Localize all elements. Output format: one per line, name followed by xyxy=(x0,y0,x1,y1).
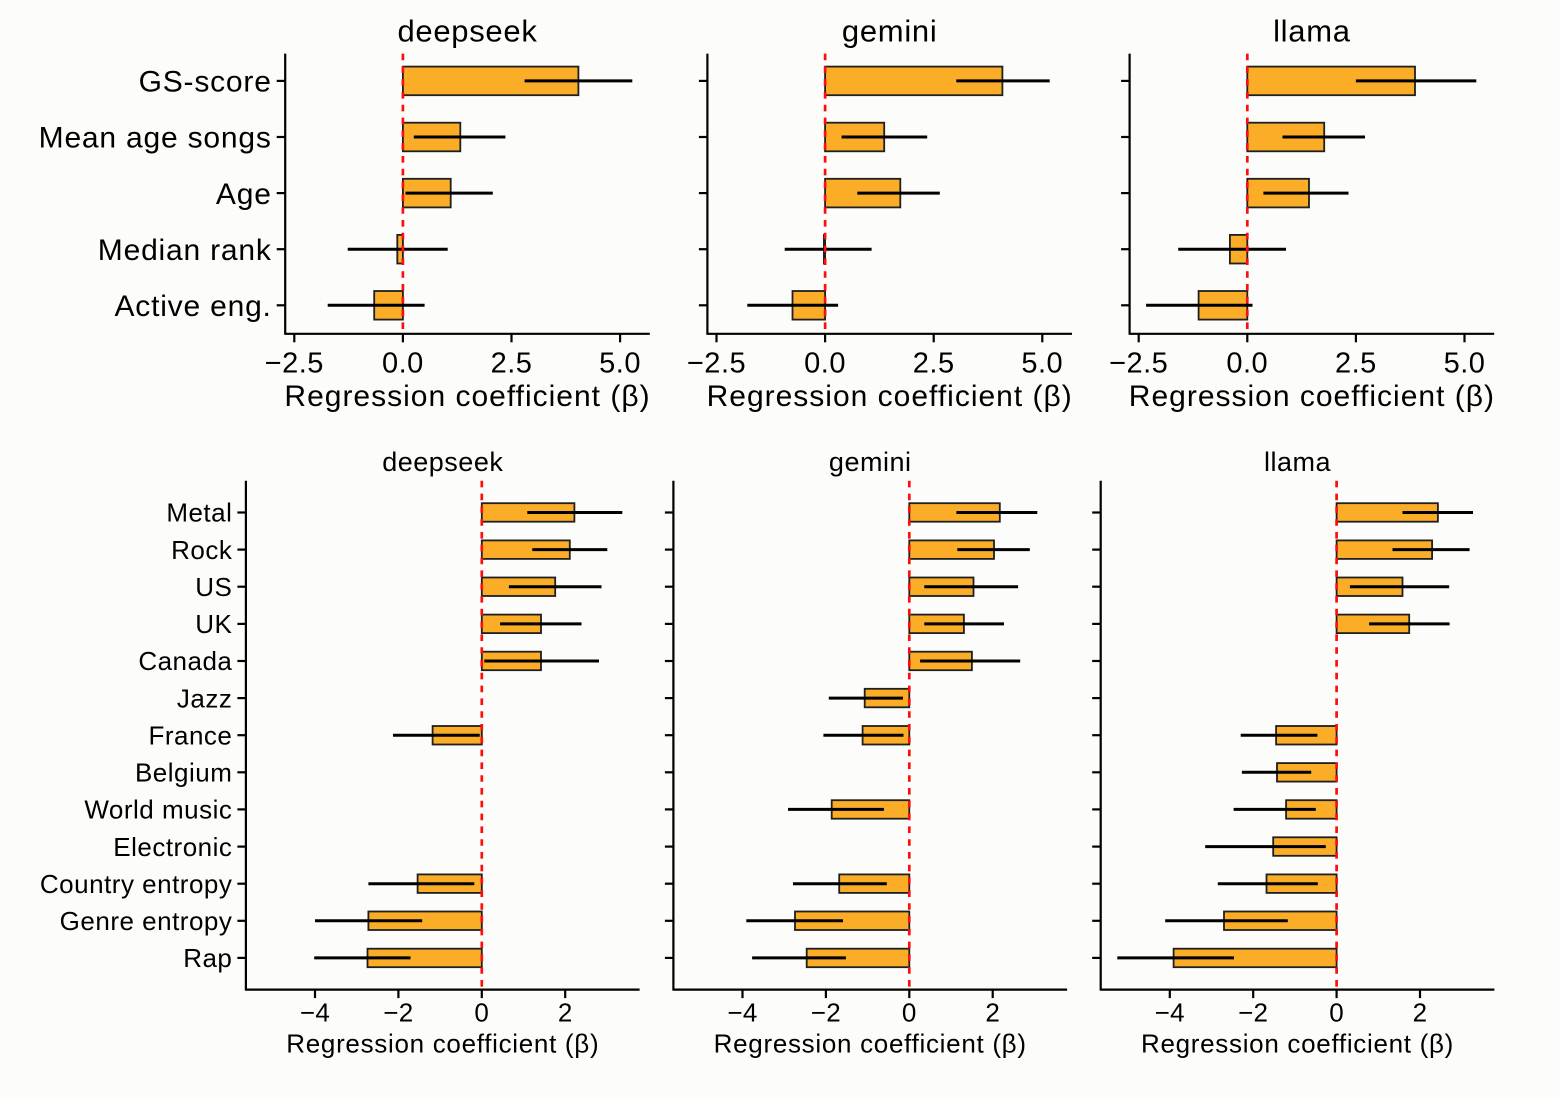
svg-text:Metal: Metal xyxy=(166,498,232,528)
svg-text:5.0: 5.0 xyxy=(599,348,641,380)
svg-text:Canada: Canada xyxy=(138,646,232,676)
svg-text:gemini: gemini xyxy=(829,447,912,477)
svg-text:−4: −4 xyxy=(727,998,757,1028)
svg-text:5.0: 5.0 xyxy=(1021,348,1063,380)
svg-text:−2.5: −2.5 xyxy=(1109,348,1168,380)
svg-text:llama: llama xyxy=(1273,14,1351,49)
svg-text:−2: −2 xyxy=(811,998,841,1028)
svg-text:5.0: 5.0 xyxy=(1444,348,1486,380)
svg-text:−2: −2 xyxy=(383,998,413,1028)
svg-text:Rap: Rap xyxy=(183,943,232,973)
svg-text:−4: −4 xyxy=(1155,998,1185,1028)
svg-text:deepseek: deepseek xyxy=(382,447,503,477)
svg-text:UK: UK xyxy=(195,609,232,639)
svg-text:llama: llama xyxy=(1264,447,1332,477)
svg-text:Regression coefficient (β): Regression coefficient (β) xyxy=(714,1029,1027,1059)
svg-text:Regression coefficient (β): Regression coefficient (β) xyxy=(707,380,1073,413)
svg-text:0.0: 0.0 xyxy=(804,348,846,380)
svg-text:deepseek: deepseek xyxy=(397,14,537,49)
svg-text:2.5: 2.5 xyxy=(491,348,533,380)
svg-text:World music: World music xyxy=(84,795,232,825)
svg-text:−2: −2 xyxy=(1238,998,1268,1028)
svg-text:0.0: 0.0 xyxy=(1226,348,1268,380)
svg-text:Regression coefficient (β): Regression coefficient (β) xyxy=(284,380,650,413)
svg-text:Regression coefficient (β): Regression coefficient (β) xyxy=(1129,380,1495,413)
svg-text:US: US xyxy=(195,572,232,602)
svg-text:0.0: 0.0 xyxy=(382,348,424,380)
svg-text:Active eng.: Active eng. xyxy=(114,290,271,323)
svg-text:France: France xyxy=(148,720,232,750)
svg-text:Regression coefficient (β): Regression coefficient (β) xyxy=(286,1029,599,1059)
svg-text:0: 0 xyxy=(1329,998,1344,1028)
svg-text:Regression coefficient (β): Regression coefficient (β) xyxy=(1141,1029,1454,1059)
svg-text:2: 2 xyxy=(558,998,573,1028)
svg-text:2.5: 2.5 xyxy=(1335,348,1377,380)
svg-text:Country entropy: Country entropy xyxy=(40,869,232,899)
svg-text:Rock: Rock xyxy=(171,535,233,565)
svg-text:GS-score: GS-score xyxy=(139,66,272,99)
svg-text:Mean age songs: Mean age songs xyxy=(39,122,272,155)
svg-text:gemini: gemini xyxy=(842,14,938,49)
svg-text:2.5: 2.5 xyxy=(913,348,955,380)
svg-text:0: 0 xyxy=(902,998,917,1028)
svg-text:Age: Age xyxy=(216,178,272,211)
svg-text:Electronic: Electronic xyxy=(113,832,232,862)
svg-text:Genre entropy: Genre entropy xyxy=(60,906,233,936)
svg-text:Median rank: Median rank xyxy=(98,234,272,267)
svg-text:2: 2 xyxy=(985,998,1000,1028)
svg-text:2: 2 xyxy=(1413,998,1428,1028)
svg-text:−4: −4 xyxy=(300,998,330,1028)
svg-text:0: 0 xyxy=(474,998,489,1028)
svg-text:−2.5: −2.5 xyxy=(265,348,324,380)
svg-text:Jazz: Jazz xyxy=(177,683,232,713)
svg-text:−2.5: −2.5 xyxy=(687,348,746,380)
svg-text:Belgium: Belgium xyxy=(135,758,232,788)
